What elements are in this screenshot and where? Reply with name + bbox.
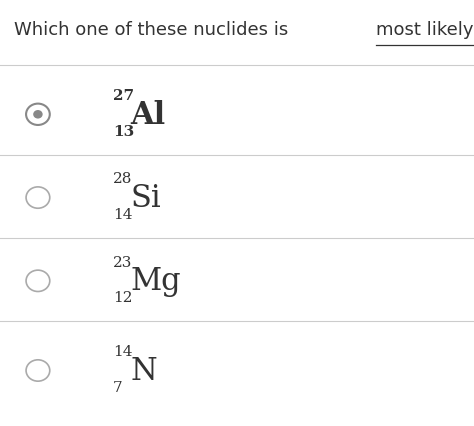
Text: 7: 7 bbox=[113, 380, 122, 394]
Text: 28: 28 bbox=[113, 172, 132, 186]
Text: 27: 27 bbox=[113, 89, 134, 103]
Text: 14: 14 bbox=[113, 345, 132, 358]
Text: 14: 14 bbox=[113, 207, 132, 221]
Text: Al: Al bbox=[130, 100, 165, 130]
Text: Which one of these nuclides is: Which one of these nuclides is bbox=[14, 21, 294, 39]
Text: 23: 23 bbox=[113, 255, 132, 269]
Text: N: N bbox=[130, 355, 157, 386]
Text: Si: Si bbox=[130, 183, 161, 213]
Text: 13: 13 bbox=[113, 124, 134, 138]
Text: most likely: most likely bbox=[375, 21, 473, 39]
Text: 12: 12 bbox=[113, 291, 132, 304]
Circle shape bbox=[33, 111, 43, 119]
Text: Mg: Mg bbox=[130, 266, 181, 296]
